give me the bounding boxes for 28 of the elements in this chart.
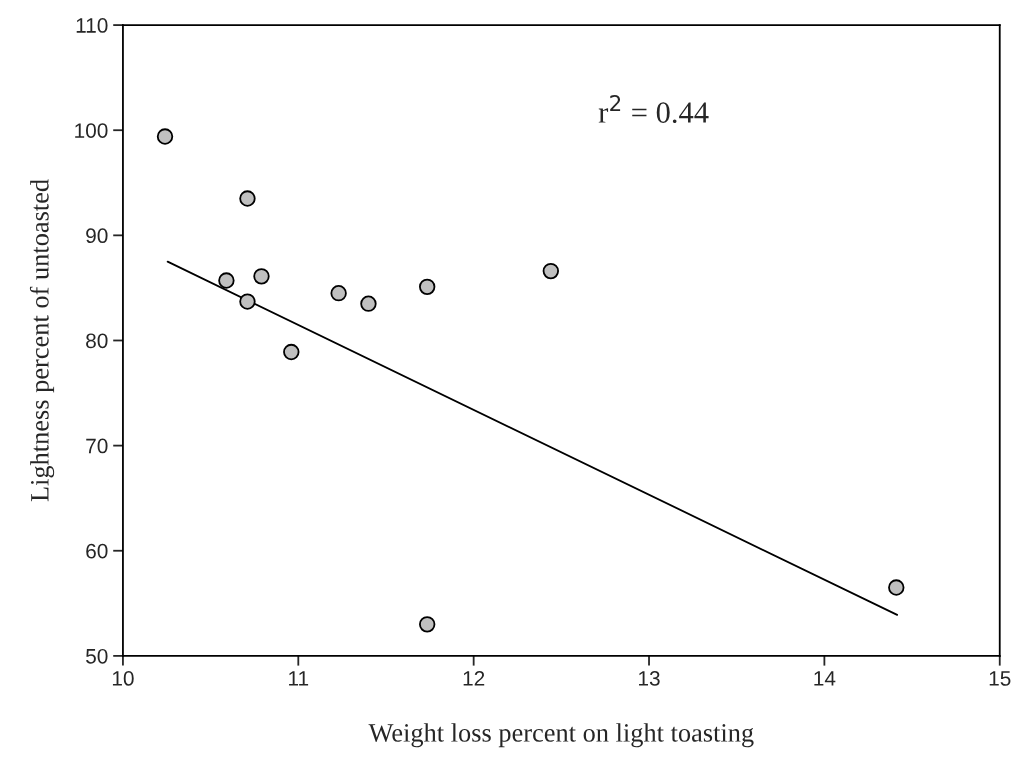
x-tick-label: 10 (112, 671, 134, 686)
point (360, 295, 377, 312)
y-tick-label: 80 (86, 333, 108, 349)
point (156, 128, 174, 145)
point (419, 616, 436, 633)
point (419, 278, 436, 296)
x-tick-label: 13 (639, 671, 660, 686)
y-tick-label: 90 (86, 228, 108, 244)
annotation: r$^{2}$ = 0.44 (598, 95, 709, 124)
point (253, 268, 270, 285)
y-tick-label: 110 (76, 18, 108, 33)
y-tick-label: 100 (75, 123, 108, 138)
point (888, 579, 905, 596)
y-tick-label: 60 (86, 543, 108, 559)
x-axis-title: Weight loss percent on light toasting (368, 723, 754, 748)
y-tick-label: 70 (86, 438, 108, 454)
y-tick-label: 50 (86, 648, 108, 664)
point (283, 343, 300, 361)
point (542, 262, 560, 280)
x-tick-label: 11 (289, 671, 309, 686)
x-tick-label: 14 (814, 671, 836, 686)
x-tick-label: 15 (989, 671, 1011, 686)
point (330, 284, 347, 302)
y-axis-title: Lightness percent of untoasted (29, 179, 55, 502)
point (239, 293, 256, 310)
point (239, 190, 256, 207)
x-tick-label: 12 (463, 671, 485, 686)
point (218, 272, 235, 289)
